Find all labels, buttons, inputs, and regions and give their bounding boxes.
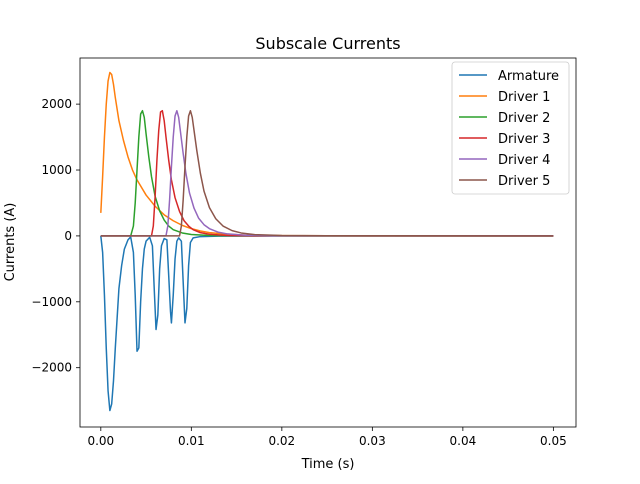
legend-entry: Driver 4: [459, 153, 550, 168]
legend-entry: Driver 3: [459, 132, 550, 147]
y-axis-label: Currents (A): [3, 203, 18, 282]
plot-area: 0.00 0.01 0.02 0.03 0.04 0.05 −2000 −1000 0 1000 2…: [31, 57, 577, 448]
y-tick-label: −1000: [31, 295, 72, 309]
y-tick-label: −2000: [31, 361, 72, 375]
y-tick-label: 1000: [41, 163, 72, 177]
legend-entry: Driver 5: [459, 174, 550, 189]
series-line-armature: [100, 235, 554, 412]
series-line-driver-3: [100, 109, 554, 237]
legend-label: Driver 4: [498, 153, 550, 168]
series-line-driver-5: [100, 109, 554, 237]
legend-label: Driver 2: [498, 111, 550, 126]
x-tick-label: 0.03: [359, 434, 386, 448]
legend-label: Driver 1: [498, 90, 550, 105]
x-tick-label: 0.01: [178, 434, 205, 448]
x-tick-label: 0.02: [268, 434, 295, 448]
legend-entry: Driver 1: [459, 90, 550, 105]
x-tick-label: 0.04: [450, 434, 477, 448]
axes-frame: [79, 57, 577, 428]
x-tick-label: 0.05: [540, 434, 567, 448]
series-lines: [100, 71, 554, 412]
legend-entry: Armature: [459, 69, 559, 84]
legend-entry: Driver 2: [459, 111, 550, 126]
y-axis-ticks: −2000 −1000 0 1000 2000: [31, 97, 80, 375]
x-axis-label: Time (s): [301, 457, 355, 472]
legend-label: Driver 5: [498, 174, 550, 189]
x-axis-ticks: 0.00 0.01 0.02 0.03 0.04 0.05: [87, 427, 567, 448]
series-line-driver-2: [100, 109, 554, 237]
chart-title: Subscale Currents: [255, 34, 400, 53]
y-tick-label: 0: [64, 229, 72, 243]
legend: Armature Driver 1 Driver 2 Driver 3 Driver 4…: [451, 61, 570, 195]
x-tick-label: 0.00: [87, 434, 114, 448]
legend-label: Driver 3: [498, 132, 550, 147]
legend-box: [451, 61, 570, 195]
legend-label: Armature: [498, 69, 559, 84]
y-tick-label: 2000: [41, 97, 72, 111]
